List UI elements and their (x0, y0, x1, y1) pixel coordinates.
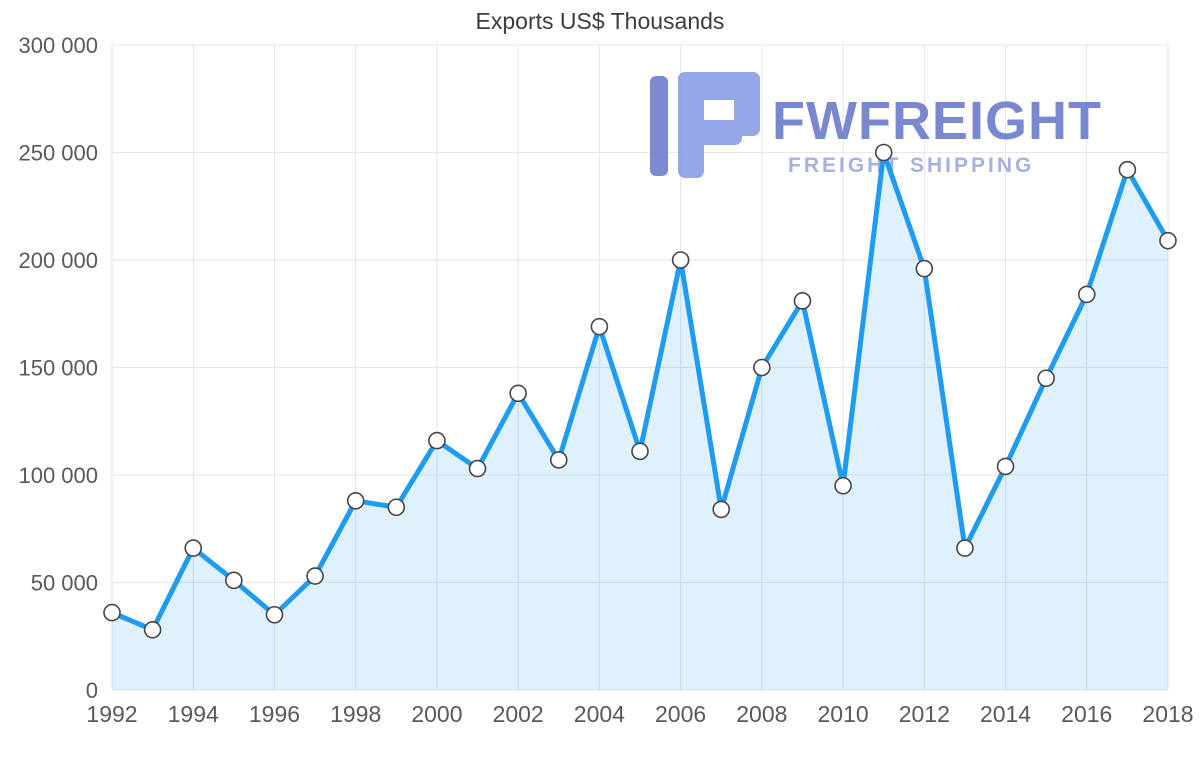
y-axis-label: 100 000 (18, 463, 98, 488)
x-axis-label: 2000 (411, 701, 462, 727)
x-axis-label: 2004 (574, 701, 625, 727)
x-axis-label: 1992 (86, 701, 137, 727)
data-point-marker (549, 451, 568, 469)
data-point-marker (834, 476, 852, 495)
x-axis-label: 1998 (330, 701, 381, 727)
watermark-tagline-text: FREIGHT SHIPPING (788, 154, 1034, 177)
x-axis-label: 2018 (1142, 701, 1193, 727)
data-point-marker (996, 457, 1015, 476)
data-point-marker (346, 491, 365, 510)
data-point-marker (225, 571, 243, 590)
data-point-marker (306, 567, 324, 585)
data-point-marker (103, 603, 121, 622)
x-axis-label: 2014 (980, 701, 1031, 727)
data-point-marker (468, 459, 487, 478)
y-axis-label: 200 000 (18, 248, 98, 273)
grid-layer: 0 50 000 100 000 150 000 200 000 250 000 300 0… (18, 33, 1193, 727)
x-axis-label: 2008 (736, 701, 787, 727)
data-point-marker (956, 539, 974, 557)
data-point-marker (1077, 285, 1096, 304)
data-point-marker (509, 384, 527, 403)
y-axis-label: 0 (86, 678, 98, 703)
data-point-marker (631, 442, 649, 461)
data-point-marker (590, 317, 609, 336)
x-axis-label: 1994 (168, 701, 219, 727)
area-fill (112, 152, 1168, 690)
data-point-marker (874, 143, 893, 162)
y-axis-label: 250 000 (18, 141, 98, 166)
watermark-brand-text: FWFREIGHT (772, 91, 1102, 151)
data-point-marker (753, 358, 771, 377)
x-axis-label: 2002 (493, 701, 544, 727)
data-point-marker (265, 605, 284, 624)
x-axis-label: 2012 (899, 701, 950, 727)
data-point-marker (428, 431, 446, 450)
data-point-marker (671, 251, 690, 269)
x-axis-label: 2006 (655, 701, 706, 727)
data-point-marker (143, 620, 162, 639)
y-axis-label: 150 000 (18, 356, 98, 381)
data-point-marker (793, 292, 812, 310)
chart-title: Exports US$ Thousands (475, 8, 725, 34)
y-axis-label: 300 000 (18, 33, 98, 58)
fwfreight-watermark: FWFREIGHT FREIGHT SHIPPING (650, 72, 1102, 178)
data-point-marker (184, 539, 203, 557)
series-layer (103, 143, 1177, 690)
data-point-marker (1037, 369, 1055, 388)
data-point-marker (387, 498, 406, 517)
fwfreight-logo-icon (650, 72, 760, 178)
x-axis-label: 2010 (817, 701, 868, 727)
data-point-marker (1118, 160, 1137, 179)
y-axis-label: 50 000 (31, 571, 98, 596)
data-point-marker (1159, 231, 1177, 250)
x-axis-label: 1996 (249, 701, 300, 727)
data-point-marker (915, 259, 934, 278)
data-point-marker (712, 500, 731, 519)
x-axis-label: 2016 (1061, 701, 1112, 727)
